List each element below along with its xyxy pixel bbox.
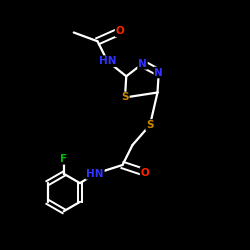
Text: N: N <box>138 59 147 69</box>
Text: O: O <box>140 168 149 177</box>
Text: N: N <box>154 68 163 78</box>
Text: F: F <box>60 154 67 164</box>
Text: O: O <box>116 26 124 36</box>
Text: HN: HN <box>86 169 104 179</box>
Text: S: S <box>121 92 129 102</box>
Text: HN: HN <box>99 56 116 66</box>
Text: S: S <box>146 120 154 130</box>
